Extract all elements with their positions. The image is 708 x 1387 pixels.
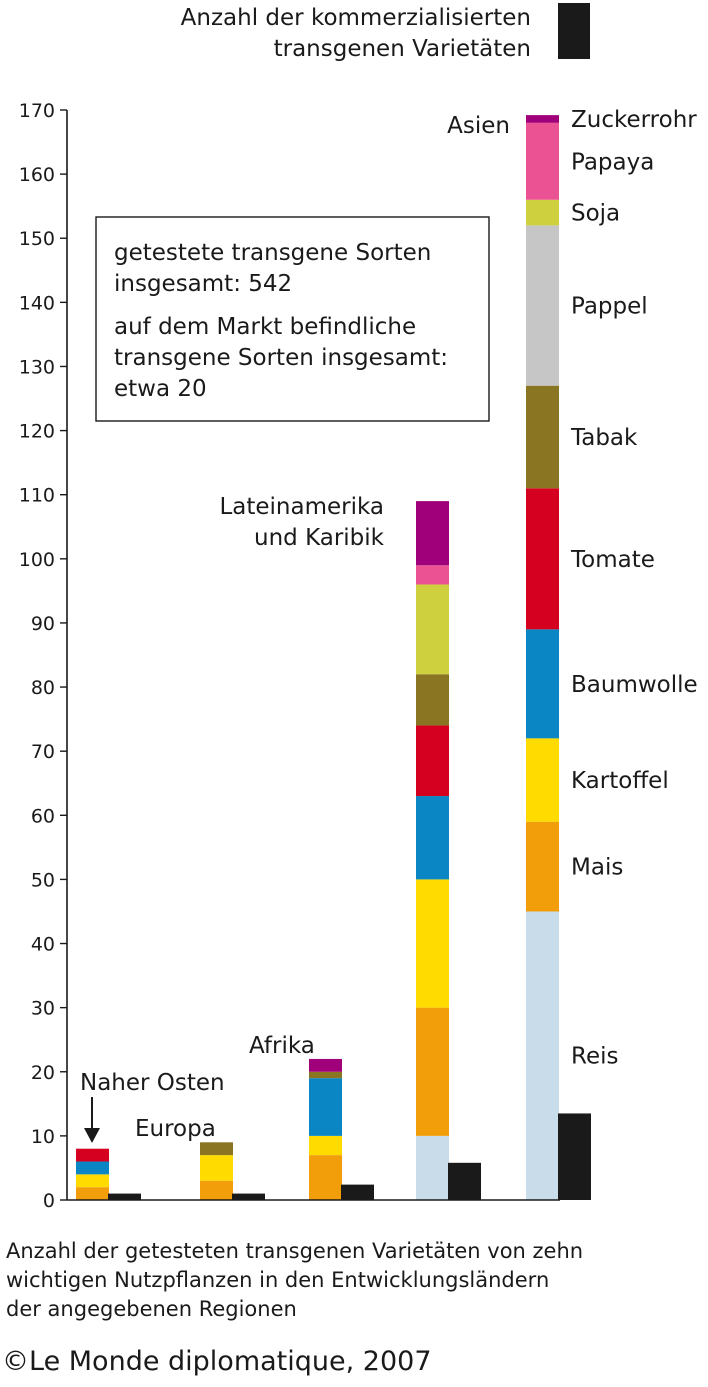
info-box [95,216,490,422]
y-tick-label: 110 [19,485,55,507]
y-tick-label: 80 [31,677,55,699]
bar-segment-tabak [309,1071,342,1079]
bar-segment-baumwolle [526,629,559,739]
region-label: Afrika [249,1033,315,1059]
crop-label: Kartoffel [571,768,669,794]
bar-segment-zuckerrohr [416,501,449,566]
bar-segment-tabak [526,385,559,489]
bar-segment-tabak [200,1142,233,1156]
crop-label: Reis [571,1044,618,1070]
info-text: etwa 20 [114,376,207,402]
info-text: insgesamt: 542 [114,271,292,297]
y-tick-label: 50 [31,869,55,891]
copyright: ©Le Monde diplomatique, 2007 [2,1346,432,1377]
bar-segment-papaya [416,565,449,585]
y-tick-label: 10 [31,1126,55,1148]
y-tick-label: 120 [19,421,55,443]
crop-label: Baumwolle [571,672,698,698]
commercialized-bar [108,1193,141,1200]
caption-line: Anzahl der getesteten transgenen Varietä… [6,1239,583,1263]
y-tick-label: 90 [31,613,55,635]
crop-label: Tomate [570,547,655,573]
bar-segment-mais [416,1007,449,1136]
y-tick-label: 20 [31,1062,55,1084]
bar-segment-kartoffel [76,1174,109,1188]
y-tick-label: 0 [43,1190,55,1212]
region-label: Lateinamerika [219,494,384,520]
bar-segment-mais [76,1187,109,1200]
bar-segment-tomate [526,488,559,630]
bar-segment-mais [309,1155,342,1200]
y-tick-label: 60 [31,805,55,827]
bar-segment-tabak [416,674,449,726]
crop-label: Mais [571,855,623,881]
y-tick-label: 70 [31,741,55,763]
y-tick-label: 160 [19,164,55,186]
commercialized-bar [232,1193,265,1200]
bar-segment-baumwolle [76,1161,109,1175]
commercialized-bar [341,1184,374,1200]
info-text: getestete transgene Sorten [114,240,431,266]
bar-segment-pappel [526,225,559,386]
bar-segment-mais [526,821,559,912]
crop-label: Papaya [571,149,654,175]
caption-line: der angegebenen Regionen [6,1297,297,1321]
legend-label: Anzahl der kommerzialisierten [181,5,531,31]
y-tick-label: 130 [19,356,55,378]
arrow-head [84,1128,100,1143]
y-tick-label: 40 [31,934,55,956]
commercialized-bar [558,1113,591,1200]
info-text: auf dem Markt befindliche [114,314,416,340]
y-tick-label: 170 [19,100,55,122]
bar-segment-kartoffel [200,1155,233,1181]
bar-segment-mais [200,1180,233,1200]
bar-segment-soja [526,199,559,226]
y-tick-label: 100 [19,549,55,571]
bar-segment-baumwolle [309,1078,342,1136]
region-label: Naher Osten [80,1070,225,1096]
crop-label: Soja [571,201,620,227]
legend-label: transgenen Varietäten [274,36,531,62]
bar-segment-soja [416,584,449,675]
region-label: Asien [447,113,510,139]
region-label: und Karibik [254,525,385,551]
crop-label: Tabak [570,425,638,451]
region-label: Europa [135,1116,216,1142]
crop-label: Zuckerrohr [571,107,697,133]
commercialized-bar [448,1162,481,1200]
bar-segment-tomate [76,1148,109,1162]
bar-segment-kartoffel [526,738,559,822]
crop-label: Pappel [571,294,648,320]
bar-segment-tomate [416,725,449,797]
info-text: transgene Sorten insgesamt: [114,345,448,371]
bar-segment-papaya [526,122,559,200]
bar-segment-baumwolle [416,796,449,880]
bar-segment-reis [416,1135,449,1200]
y-tick-label: 150 [19,228,55,250]
bar-segment-zuckerrohr [309,1058,342,1072]
caption-line: wichtigen Nutzpflanzen in den Entwicklun… [6,1268,549,1292]
bar-segment-kartoffel [416,879,449,1008]
y-tick-label: 30 [31,998,55,1020]
legend-swatch [558,3,590,59]
bar-segment-reis [526,911,559,1200]
bar-segment-kartoffel [309,1135,342,1156]
bar-segment-zuckerrohr [526,115,559,123]
y-tick-label: 140 [19,292,55,314]
